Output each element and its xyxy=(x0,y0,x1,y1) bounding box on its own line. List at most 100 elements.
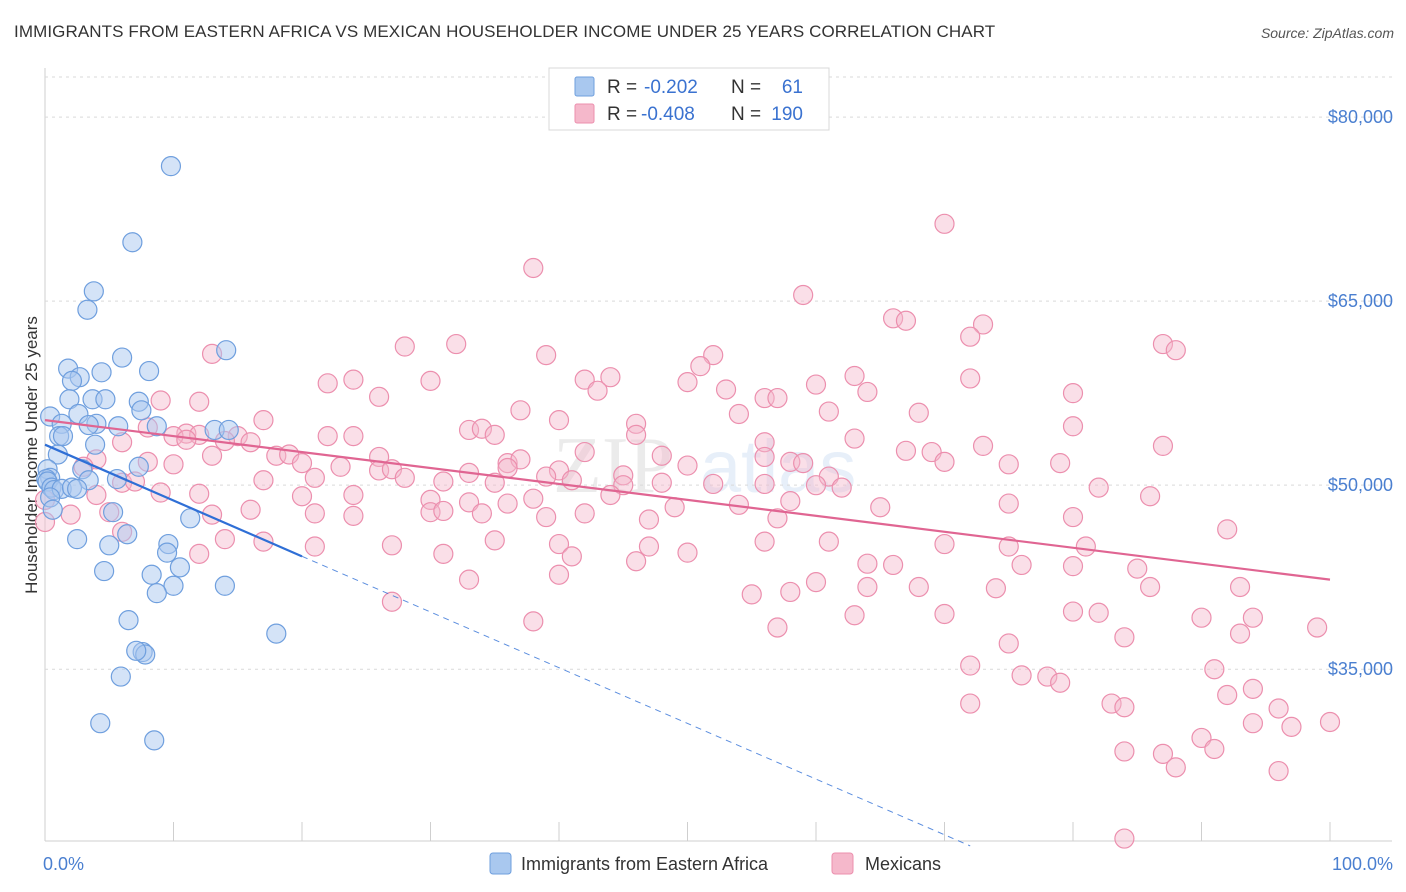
data-point-mexicans xyxy=(548,410,570,431)
chart-title: IMMIGRANTS FROM EASTERN AFRICA VS MEXICA… xyxy=(14,22,996,41)
data-point-eastern-africa xyxy=(90,713,111,734)
bottom-legend-label-pink: Mexicans xyxy=(865,854,941,874)
data-point-mexicans xyxy=(908,402,929,423)
data-point-mexicans xyxy=(317,373,338,394)
data-point-mexicans xyxy=(574,503,595,524)
data-point-mexicans xyxy=(1217,519,1238,540)
data-point-mexicans xyxy=(998,454,1019,475)
data-point-eastern-africa xyxy=(103,502,124,523)
data-point-mexicans xyxy=(960,693,981,714)
data-point-eastern-africa xyxy=(122,232,143,253)
data-point-mexicans xyxy=(625,551,647,572)
data-point-mexicans xyxy=(381,535,403,556)
y-tick-label: $65,000 xyxy=(1328,291,1393,311)
data-point-mexicans xyxy=(458,492,480,513)
data-point-eastern-africa xyxy=(169,557,191,578)
bottom-legend-swatch-pink xyxy=(831,852,854,875)
trend-lines xyxy=(44,419,1331,847)
y-tick-label: $35,000 xyxy=(1328,659,1393,679)
data-point-mexicans xyxy=(240,499,261,520)
data-point-mexicans xyxy=(1062,383,1084,404)
data-point-eastern-africa xyxy=(52,425,74,447)
series-eastern-africa xyxy=(36,156,287,751)
data-point-mexicans xyxy=(497,452,518,474)
data-point-mexicans xyxy=(1268,760,1289,782)
data-point-mexicans xyxy=(458,569,480,590)
data-point-mexicans xyxy=(394,336,415,357)
legend-r-value-blue: -0.202 xyxy=(644,77,698,98)
bottom-legend: Immigrants from Eastern Africa Mexicans xyxy=(489,852,941,875)
data-point-mexicans xyxy=(638,509,660,530)
data-point-mexicans xyxy=(1062,556,1084,577)
data-point-eastern-africa xyxy=(146,416,167,437)
data-point-mexicans xyxy=(574,441,595,463)
data-point-mexicans xyxy=(638,536,660,557)
data-point-mexicans xyxy=(343,505,364,526)
data-point-mexicans xyxy=(1229,623,1251,644)
data-point-mexicans xyxy=(1050,672,1071,693)
x-ticks xyxy=(44,822,1331,841)
data-point-mexicans xyxy=(793,452,814,474)
data-point-mexicans xyxy=(677,455,698,476)
data-point-eastern-africa xyxy=(111,347,133,368)
data-point-mexicans xyxy=(253,470,274,491)
data-point-mexicans xyxy=(1114,741,1135,762)
data-point-mexicans xyxy=(677,372,698,393)
data-point-mexicans xyxy=(600,484,621,506)
data-point-mexicans xyxy=(844,428,865,449)
data-point-mexicans xyxy=(150,390,171,411)
data-point-mexicans xyxy=(651,445,672,466)
data-point-eastern-africa xyxy=(138,360,160,382)
data-point-mexicans xyxy=(394,467,415,488)
data-point-mexicans xyxy=(304,467,325,488)
legend-swatch-blue xyxy=(574,76,595,97)
data-point-eastern-africa xyxy=(141,564,162,585)
data-point-eastern-africa xyxy=(216,340,237,361)
data-point-mexicans xyxy=(754,531,775,552)
data-point-mexicans xyxy=(844,365,865,387)
data-point-mexicans xyxy=(857,553,878,574)
data-point-mexicans xyxy=(934,603,955,625)
data-point-mexicans xyxy=(805,475,827,496)
data-point-mexicans xyxy=(793,284,814,306)
data-point-mexicans xyxy=(1217,684,1238,706)
data-point-mexicans xyxy=(484,472,505,493)
legend-r-label-pink: R = xyxy=(607,104,637,125)
data-point-mexicans xyxy=(895,440,917,461)
y-axis-label: Householder Income Under 25 years xyxy=(22,316,41,594)
data-point-mexicans xyxy=(998,633,1019,654)
data-point-mexicans xyxy=(369,386,390,407)
data-point-mexicans xyxy=(1281,716,1302,737)
data-point-mexicans xyxy=(754,473,775,495)
data-point-eastern-africa xyxy=(131,400,152,421)
data-point-eastern-africa xyxy=(128,456,149,477)
data-point-mexicans xyxy=(1307,617,1328,638)
data-point-mexicans xyxy=(625,424,647,445)
data-point-mexicans xyxy=(780,491,801,512)
data-point-mexicans xyxy=(1011,665,1032,686)
data-point-eastern-africa xyxy=(59,389,80,410)
data-point-mexicans xyxy=(1114,828,1135,849)
data-point-mexicans xyxy=(420,370,441,391)
x-tick-label-max: 100.0% xyxy=(1332,854,1393,874)
data-point-mexicans xyxy=(561,546,582,567)
data-point-eastern-africa xyxy=(144,730,165,751)
data-point-mexicans xyxy=(304,503,325,524)
data-point-mexicans xyxy=(189,543,210,564)
data-point-mexicans xyxy=(1242,607,1264,628)
data-point-mexicans xyxy=(1319,711,1341,733)
data-point-mexicans xyxy=(1075,536,1096,557)
data-point-mexicans xyxy=(176,429,197,450)
data-point-mexicans xyxy=(574,369,595,390)
data-point-mexicans xyxy=(548,533,570,555)
data-point-eastern-africa xyxy=(218,419,239,441)
bottom-legend-label-blue: Immigrants from Eastern Africa xyxy=(521,854,769,874)
data-point-eastern-africa xyxy=(214,575,235,596)
data-point-mexicans xyxy=(253,410,274,431)
data-point-mexicans xyxy=(625,413,647,434)
data-point-mexicans xyxy=(703,345,724,366)
data-point-mexicans xyxy=(523,488,544,509)
data-point-mexicans xyxy=(960,368,981,389)
data-point-eastern-africa xyxy=(85,434,106,455)
data-point-mexicans xyxy=(1165,757,1186,778)
